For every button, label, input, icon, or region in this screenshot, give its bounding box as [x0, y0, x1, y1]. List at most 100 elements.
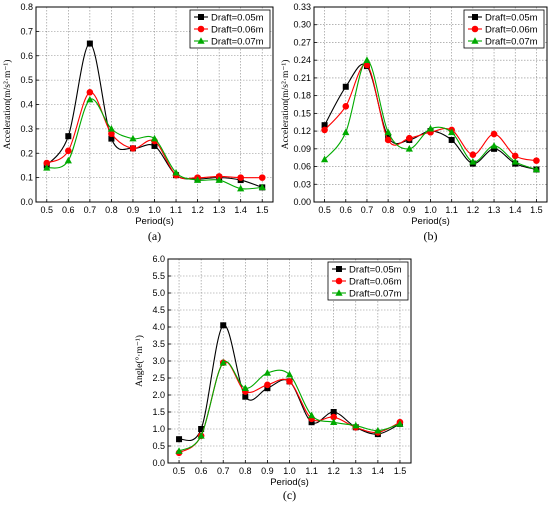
y-tick-label: 1.5 [152, 407, 165, 417]
data-point-series-2 [384, 136, 392, 144]
x-tick-label: 1.2 [467, 205, 480, 215]
legend-label: Draft=0.05m [349, 264, 402, 275]
x-tick-label: 1.2 [191, 205, 204, 215]
x-tick-label: 1.0 [283, 466, 296, 476]
data-point-series-2 [129, 145, 137, 152]
data-point-series-3 [107, 125, 116, 132]
y-tick-label: 0.09 [293, 144, 311, 154]
data-point-series-1 [491, 145, 498, 152]
data-point-series-1 [342, 83, 349, 90]
y-tick-label: 0.12 [293, 126, 311, 136]
data-point-series-2 [43, 159, 51, 167]
data-point-series-3 [396, 420, 404, 427]
y-tick-label: 0.1 [20, 173, 33, 183]
x-tick-label: 0.5 [318, 205, 331, 215]
data-point-series-3 [241, 384, 249, 391]
y-tick-label: 0.4 [20, 100, 33, 110]
x-axis-title: Period(s) [135, 216, 174, 227]
data-point-series-2 [511, 152, 519, 160]
x-tick-label: 1.1 [170, 205, 183, 215]
x-tick-label: 1.1 [305, 466, 318, 476]
x-tick-label: 1.5 [256, 205, 269, 215]
x-tick-label: 0.7 [361, 205, 374, 215]
data-point-series-3 [374, 426, 382, 434]
y-tick-label: 5.0 [152, 288, 165, 298]
data-point-series-3 [129, 134, 137, 142]
data-point-series-2 [406, 134, 413, 142]
y-tick-label: 3.5 [152, 339, 165, 349]
data-point-series-1 [330, 409, 337, 415]
x-tick-label: 1.0 [424, 205, 437, 215]
y-tick-label: 0.6 [20, 51, 33, 61]
y-tick-label: 0.5 [152, 441, 165, 451]
data-point-series-3 [258, 183, 266, 191]
data-point-series-2 [65, 147, 72, 155]
y-tick-label: 0.3 [20, 124, 33, 134]
legend-marker [471, 25, 479, 33]
y-tick-label: 0.06 [293, 162, 311, 172]
y-tick-label: 4.0 [152, 322, 165, 332]
x-tick-label: 1.3 [488, 205, 501, 215]
data-point-series-3 [43, 164, 51, 171]
y-tick-label: 0.5 [20, 75, 33, 85]
data-point-series-2 [342, 102, 350, 110]
y-tick-label: 0.7 [20, 26, 33, 36]
legend-label: Draft=0.06m [211, 24, 264, 35]
data-point-series-3 [215, 176, 223, 183]
x-tick-label: 0.9 [403, 205, 416, 215]
x-tick-label: 0.8 [239, 466, 252, 476]
chart-panel-a: 0.5 0.6 0.7 0.8 0.9 1.0 1.1 1.2 1.3 1.4 1.5 0.0 0.1 0… [2, 2, 274, 243]
data-point-series-2 [321, 126, 328, 134]
data-point-series-3 [307, 411, 316, 419]
data-point-series-3 [384, 128, 392, 136]
series-line-1 [46, 43, 263, 188]
data-point-series-3 [448, 128, 456, 136]
panel-caption: (c) [283, 488, 296, 502]
data-point-series-2 [258, 174, 266, 181]
legend-marker [472, 14, 478, 20]
data-point-series-2 [490, 130, 498, 138]
x-tick-label: 1.4 [372, 466, 385, 476]
y-tick-label: 0.2 [20, 148, 33, 158]
data-point-series-3 [219, 358, 227, 366]
data-point-series-2 [286, 378, 293, 385]
y-tick-label: 2.5 [152, 373, 165, 383]
data-point-series-3 [490, 142, 498, 149]
data-point-series-3 [352, 421, 360, 429]
x-tick-label: 1.4 [234, 205, 247, 215]
data-point-series-3 [320, 155, 329, 163]
data-point-series-3 [197, 432, 205, 439]
chart-panel-b: 0.5 0.6 0.7 0.8 0.9 1.0 1.1 1.2 1.3 1.4 1.5 0.00 0.0… [280, 2, 548, 243]
legend-label: Draft=0.05m [485, 12, 538, 23]
data-point-series-2 [264, 381, 271, 389]
data-point-series-3 [342, 128, 350, 136]
y-tick-label: 0.24 [293, 55, 311, 65]
y-axis-title: Acceleration(m/s²·m⁻¹) [280, 60, 291, 150]
legend-marker [197, 37, 205, 44]
data-point-series-1 [321, 122, 328, 129]
legend-marker [471, 37, 479, 44]
data-point-series-3 [469, 158, 477, 165]
x-tick-label: 1.0 [148, 205, 161, 215]
data-point-series-1 [242, 393, 249, 400]
x-tick-label: 1.1 [445, 205, 458, 215]
data-point-series-3 [511, 158, 519, 165]
data-point-series-2 [533, 157, 540, 164]
legend-marker [336, 266, 342, 272]
y-tick-label: 3.0 [152, 356, 165, 366]
y-axis-title: Angle(°·m⁻¹) [134, 335, 145, 387]
data-point-series-1 [448, 136, 455, 143]
data-point-series-3 [64, 156, 72, 164]
y-tick-label: 0.18 [293, 91, 311, 101]
x-tick-label: 1.5 [530, 205, 543, 215]
x-tick-label: 0.8 [105, 205, 118, 215]
y-tick-label: 0.03 [293, 179, 311, 189]
x-tick-label: 0.5 [173, 466, 186, 476]
x-tick-label: 1.5 [394, 466, 407, 476]
x-tick-label: 1.3 [213, 205, 226, 215]
legend-label: Draft=0.07m [485, 36, 538, 47]
